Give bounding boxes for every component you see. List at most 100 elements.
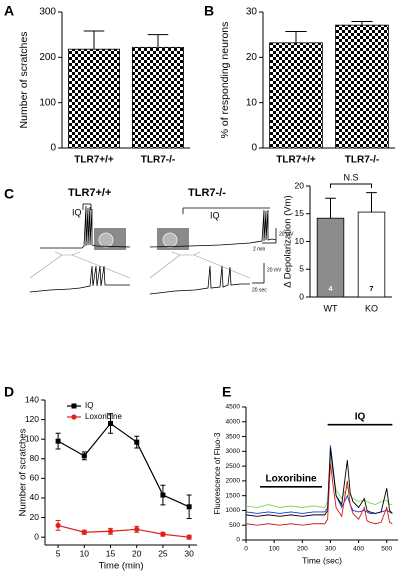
series-line <box>245 448 393 517</box>
y-tick-label: 20 <box>295 180 305 190</box>
x-tick-label: 100 <box>269 546 280 553</box>
y-axis-label: Number of scratches <box>18 428 29 516</box>
legend-marker <box>71 403 77 409</box>
y-tick-label: 500 <box>229 522 240 529</box>
y-tick-label: 0 <box>299 291 304 301</box>
legend-label: Loxoribine <box>85 412 122 421</box>
stimulus-label: IQ <box>72 207 82 217</box>
marker <box>134 439 140 445</box>
marker <box>160 492 166 498</box>
marker <box>81 529 87 535</box>
error-bar <box>366 192 377 213</box>
series-line <box>245 454 393 508</box>
scale-label: 2 min <box>253 246 265 252</box>
y-tick-label: 0 <box>251 143 257 154</box>
bar <box>335 24 389 149</box>
series-line <box>245 463 393 526</box>
y-tick-label: 1500 <box>226 492 241 499</box>
panel-letter: D <box>4 384 14 400</box>
y-tick-label: 80 <box>30 453 40 463</box>
y-tick-label: 0 <box>34 531 39 541</box>
series-line <box>57 524 190 538</box>
y-axis-label: Number of scratches <box>18 32 30 129</box>
bar <box>316 217 345 298</box>
y-tick-label: 4500 <box>226 404 241 411</box>
bar <box>357 211 386 298</box>
stimulus-label: IQ <box>355 411 366 422</box>
x-tick-label: 15 <box>106 548 116 558</box>
significance-bracket <box>330 183 372 188</box>
annotation: N.S <box>343 172 358 182</box>
y-tick-label: 60 <box>30 473 40 483</box>
y-tick-label: 300 <box>39 7 56 18</box>
marker <box>186 534 192 540</box>
y-tick-label: 3000 <box>226 448 241 455</box>
panel-letter: A <box>4 3 14 19</box>
stimulus-label: IQ <box>210 210 220 220</box>
y-tick-label: 120 <box>25 414 39 424</box>
y-tick-label: 20 <box>246 52 258 63</box>
y-tick-label: 10 <box>246 97 258 108</box>
y-tick-label: 140 <box>25 394 39 404</box>
x-tick-label: 5 <box>56 548 61 558</box>
marker <box>55 438 61 444</box>
y-axis-label: % of responding neurons <box>219 22 231 139</box>
voltage-trace <box>40 205 131 249</box>
x-tick-label: 25 <box>158 548 168 558</box>
legend-marker <box>71 414 77 420</box>
y-tick-label: 1000 <box>226 507 241 514</box>
marker <box>160 531 166 537</box>
voltage-trace <box>149 265 250 295</box>
x-tick-label: 300 <box>325 546 336 553</box>
y-tick-label: 2500 <box>226 463 241 470</box>
bar <box>131 46 184 149</box>
marker <box>107 528 114 534</box>
error-bar <box>147 34 169 48</box>
scale-label: 20 mV <box>267 267 282 273</box>
y-axis-label: Δ Depolarization (Vm) <box>283 195 294 287</box>
genotype-label: TLR7-/- <box>188 187 226 199</box>
series-line <box>57 422 190 508</box>
y-tick-label: 15 <box>295 208 305 218</box>
y-tick-label: 100 <box>39 97 56 108</box>
panel-letter: E <box>222 384 231 400</box>
bar <box>269 42 323 149</box>
scale-label: 20 mV <box>279 231 294 237</box>
y-tick-label: 30 <box>246 7 258 18</box>
y-tick-label: 0 <box>236 537 240 544</box>
x-tick-label: 400 <box>353 546 364 553</box>
y-tick-label: 2000 <box>226 478 241 485</box>
n-label: 7 <box>370 286 374 293</box>
x-tick-label: WT <box>324 303 338 313</box>
y-tick-label: 0 <box>50 143 56 154</box>
y-tick-label: 5 <box>299 264 304 274</box>
x-tick-label: TLR7+/+ <box>74 155 114 166</box>
y-tick-label: 100 <box>25 433 39 443</box>
genotype-label: TLR7+/+ <box>68 187 111 199</box>
error-bar <box>325 197 336 219</box>
x-tick-label: 200 <box>297 546 308 553</box>
x-tick-label: 500 <box>381 546 392 553</box>
marker <box>55 522 61 529</box>
x-tick-label: 0 <box>244 546 248 553</box>
y-tick-label: 20 <box>30 512 40 522</box>
scale-label: 20 sec <box>252 287 267 293</box>
error-bar <box>351 21 373 26</box>
n-label: 4 <box>329 286 333 293</box>
legend-label: IQ <box>85 401 93 410</box>
x-tick-label: 20 <box>132 548 142 558</box>
marker <box>81 453 87 459</box>
y-tick-label: 200 <box>39 52 56 63</box>
x-axis-label: Time (min) <box>98 561 143 572</box>
bar <box>68 48 121 149</box>
y-tick-label: 40 <box>30 492 40 502</box>
marker <box>108 421 114 427</box>
stimulus-label: Loxoribine <box>265 473 317 484</box>
y-tick-label: 4000 <box>226 418 241 425</box>
error-bar <box>83 30 105 50</box>
trace-panel: C TLR7+/+ TLR7-/- IQ IQ 20 mV 2 min 20 m… <box>4 186 294 295</box>
voltage-trace <box>29 265 130 293</box>
voltage-trace <box>149 209 277 248</box>
y-axis-label: Fluorescence of Fluo-3 <box>213 432 222 514</box>
